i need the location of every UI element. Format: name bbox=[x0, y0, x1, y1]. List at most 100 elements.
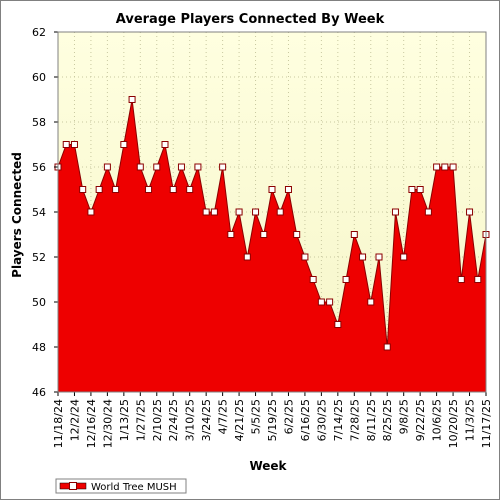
x-tick-label: 1/13/25 bbox=[118, 399, 131, 441]
x-tick-label: 6/2/25 bbox=[282, 399, 295, 434]
x-tick-label: 1/27/25 bbox=[134, 399, 147, 441]
data-point bbox=[433, 163, 441, 171]
data-point bbox=[424, 208, 432, 216]
data-point bbox=[202, 208, 210, 216]
data-point bbox=[153, 163, 161, 171]
x-tick-label: 12/30/24 bbox=[101, 399, 114, 448]
data-point bbox=[95, 186, 103, 193]
data-point bbox=[350, 231, 358, 238]
x-tick-label: 9/22/25 bbox=[414, 399, 427, 441]
x-tick-label: 8/25/25 bbox=[381, 399, 394, 441]
chart-title: Average Players Connected By Week bbox=[116, 12, 385, 27]
x-tick-label: 2/24/25 bbox=[167, 399, 180, 441]
data-point bbox=[112, 186, 120, 193]
data-point bbox=[391, 208, 399, 216]
data-point bbox=[309, 276, 317, 283]
data-point bbox=[210, 208, 218, 216]
data-point bbox=[408, 186, 416, 193]
data-point bbox=[284, 186, 292, 193]
data-point bbox=[169, 186, 177, 193]
data-point bbox=[400, 253, 408, 261]
data-point bbox=[128, 96, 136, 103]
legend-box bbox=[55, 478, 187, 494]
x-tick-label: 7/28/25 bbox=[348, 399, 361, 441]
y-tick-label: 56 bbox=[32, 161, 46, 174]
data-point bbox=[260, 231, 268, 238]
data-point bbox=[136, 163, 144, 171]
data-point bbox=[120, 141, 128, 148]
data-point bbox=[62, 141, 70, 148]
y-tick-label: 50 bbox=[32, 296, 46, 309]
x-tick-label: 7/14/25 bbox=[332, 399, 345, 441]
plot-border bbox=[57, 31, 487, 393]
y-tick-label: 54 bbox=[32, 206, 46, 219]
data-point bbox=[441, 163, 449, 171]
y-tick-label: 46 bbox=[32, 386, 46, 399]
data-point bbox=[161, 141, 169, 148]
data-point bbox=[317, 298, 325, 306]
x-tick-label: 9/8/25 bbox=[398, 399, 411, 434]
x-tick-label: 11/3/25 bbox=[464, 399, 477, 441]
data-point bbox=[145, 186, 153, 193]
data-point bbox=[252, 208, 260, 216]
data-point bbox=[466, 208, 474, 216]
x-tick-label: 6/16/25 bbox=[299, 399, 312, 441]
x-tick-label: 3/10/25 bbox=[184, 399, 197, 441]
data-point bbox=[276, 208, 284, 216]
x-tick-label: 11/18/24 bbox=[52, 399, 65, 448]
data-point bbox=[367, 298, 375, 306]
x-axis-label: Week bbox=[249, 459, 287, 473]
data-point bbox=[219, 163, 227, 171]
x-tick-label: 12/2/24 bbox=[68, 399, 81, 441]
x-tick-label: 8/11/25 bbox=[365, 399, 378, 441]
y-axis-ticks: 46 48 50 52 54 56 58 60 62 bbox=[32, 26, 58, 399]
x-tick-label: 5/5/25 bbox=[250, 399, 263, 434]
data-point bbox=[474, 276, 482, 283]
data-point bbox=[342, 276, 350, 283]
data-point bbox=[227, 231, 235, 238]
data-point bbox=[375, 253, 383, 261]
data-point bbox=[449, 163, 457, 171]
x-tick-label: 4/21/25 bbox=[233, 399, 246, 441]
x-axis-ticks: 11/18/24 12/2/24 12/16/24 12/30/24 1/13/25 1/… bbox=[52, 392, 493, 448]
x-tick-label: 2/10/25 bbox=[151, 399, 164, 441]
data-point bbox=[194, 163, 202, 171]
data-point bbox=[87, 208, 95, 216]
y-axis-label: Players Connected bbox=[10, 152, 24, 278]
data-point bbox=[79, 186, 87, 193]
x-tick-label: 10/20/25 bbox=[447, 399, 460, 448]
legend-entry-world-tree-mush: World Tree MUSH bbox=[91, 482, 177, 493]
data-point bbox=[359, 253, 367, 261]
legend: World Tree MUSH bbox=[55, 478, 187, 494]
legend-marker bbox=[69, 482, 77, 490]
x-tick-label: 12/16/24 bbox=[85, 399, 98, 448]
x-tick-label: 4/7/25 bbox=[217, 399, 230, 434]
data-point bbox=[186, 186, 194, 193]
x-tick-label: 3/24/25 bbox=[200, 399, 213, 441]
data-point bbox=[268, 186, 276, 193]
data-point bbox=[70, 141, 78, 148]
data-point bbox=[326, 298, 334, 306]
x-tick-label: 5/19/25 bbox=[266, 399, 279, 441]
x-tick-label: 10/6/25 bbox=[431, 399, 444, 441]
data-point bbox=[293, 231, 301, 238]
data-point bbox=[243, 253, 251, 261]
data-point bbox=[177, 163, 185, 171]
y-tick-label: 58 bbox=[32, 116, 46, 129]
data-point bbox=[301, 253, 309, 261]
y-tick-label: 60 bbox=[32, 71, 46, 84]
data-point bbox=[334, 321, 342, 328]
data-point bbox=[103, 163, 111, 171]
area-fill bbox=[58, 99, 486, 392]
data-point bbox=[457, 276, 465, 283]
data-point bbox=[416, 186, 424, 193]
y-tick-label: 48 bbox=[32, 341, 46, 354]
x-tick-label: 6/30/25 bbox=[315, 399, 328, 441]
x-tick-label: 11/17/25 bbox=[480, 399, 493, 448]
y-tick-label: 62 bbox=[32, 26, 46, 39]
data-point bbox=[383, 343, 391, 351]
data-point bbox=[235, 208, 243, 216]
y-tick-label: 52 bbox=[32, 251, 46, 264]
